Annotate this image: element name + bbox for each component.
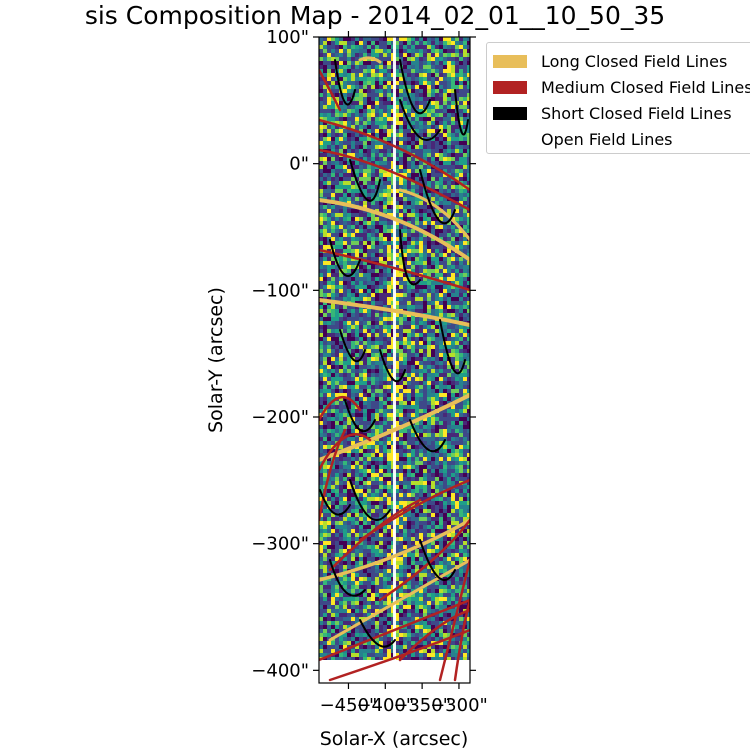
y-tick-label: −300" <box>251 534 309 555</box>
y-tick-label: −400" <box>251 660 309 681</box>
legend-swatch-long <box>493 55 527 68</box>
y-tick-label: −200" <box>251 407 309 428</box>
y-tick-label: 0" <box>289 154 309 175</box>
legend-label-open: Open Field Lines <box>541 130 673 149</box>
legend-item-medium: Medium Closed Field Lines <box>493 77 750 97</box>
x-axis-label: Solar-X (arcsec) <box>320 728 469 750</box>
legend-label-short: Short Closed Field Lines <box>541 104 732 123</box>
legend-swatch-short <box>493 107 527 120</box>
legend-item-long: Long Closed Field Lines <box>493 51 727 71</box>
legend-item-open: Open Field Lines <box>493 129 673 149</box>
y-axis-label: Solar-Y (arcsec) <box>205 287 227 433</box>
legend-label-medium: Medium Closed Field Lines <box>541 78 750 97</box>
y-tick-label: 100" <box>266 27 309 48</box>
chart-title: sis Composition Map - 2014_02_01__10_50_… <box>85 1 665 30</box>
legend-label-long: Long Closed Field Lines <box>541 52 727 71</box>
y-tick-label: −100" <box>251 280 309 301</box>
heatmap-blank-region <box>319 660 470 683</box>
legend: Long Closed Field Lines Medium Closed Fi… <box>486 42 750 154</box>
legend-item-short: Short Closed Field Lines <box>493 103 732 123</box>
x-tick-label: −300" <box>430 695 488 716</box>
open-field-stripe <box>393 37 396 683</box>
legend-swatch-medium <box>493 81 527 94</box>
legend-swatch-open <box>493 133 527 146</box>
